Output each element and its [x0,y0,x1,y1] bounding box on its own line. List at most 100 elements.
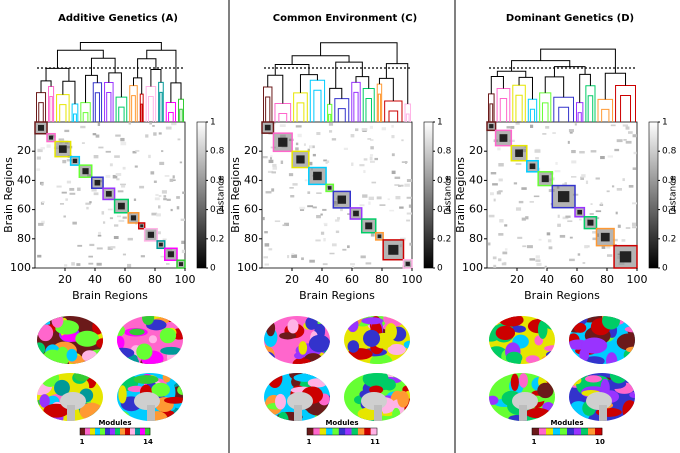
heatmap-noise [565,215,571,218]
heatmap-noise [368,196,374,201]
heatmap-noise [139,185,145,189]
heatmap-noise [360,255,366,259]
heatmap-noise [308,161,313,166]
brain-patch [622,400,635,420]
heatmap-noise [85,202,91,205]
heatmap-noise [584,245,588,249]
heatmap-noise [309,259,315,263]
heatmap-noise [268,159,274,164]
y-tick-label: 80 [244,232,258,245]
heatmap-noise [176,196,180,199]
module-swatch [345,428,352,435]
heatmap-noise [400,184,404,187]
heatmap-noise [606,190,610,193]
heatmap-noise [159,161,165,166]
heatmap-noise [394,176,401,179]
heatmap-noise [497,147,501,151]
module-core [147,231,155,238]
module-core [365,222,373,230]
heatmap-noise [145,134,149,138]
brain-stem [374,405,382,421]
dendrogram-module [293,92,308,122]
dendrogram-module [158,81,164,122]
heatmap-noise [262,156,268,159]
heatmap-noise [116,215,122,218]
module-bar-frame [531,427,603,436]
heatmap-noise [114,155,120,158]
heatmap-noise [267,170,274,173]
heatmap-noise [606,245,611,249]
dendrogram-module [165,102,177,122]
heatmap-noise [632,202,637,205]
heatmap-noise [535,157,539,160]
colorbar-label: Distance [669,175,679,215]
heatmap-noise [150,171,155,175]
brain-patch [385,323,397,341]
heatmap-noise [72,221,77,225]
modules-min: 1 [532,438,537,446]
heatmap-noise [513,182,518,185]
module-swatch [546,428,554,435]
dendrogram-link [579,73,591,103]
heatmap-noise [350,134,355,138]
x-tick-label: 80 [375,273,389,286]
heatmap-noise [284,222,289,227]
heatmap-noise [291,253,295,255]
y-tick-label: 80 [17,232,31,245]
heatmap-noise [363,170,366,174]
brain-patch [541,354,555,364]
heatmap-noise [122,216,127,219]
heatmap-noise [400,237,406,241]
brain-patch [585,375,602,383]
heatmap-noise [538,238,542,241]
dendrogram-module [274,103,292,122]
brain-patch [537,320,548,339]
heatmap-noise [36,168,41,171]
brain-stem [147,405,155,421]
heatmap-noise [628,184,634,188]
brain-patch [148,335,158,344]
x-tick-label: 100 [627,273,648,286]
brain-patch [369,385,384,395]
brain-patch [489,373,508,379]
heatmap-noise [350,263,355,266]
heatmap-noise [98,146,104,149]
colorbar-tick-label: 1 [437,118,443,128]
brain [37,373,103,421]
brain-patch [96,338,103,349]
brain-patch [629,391,635,399]
brain-patch [489,373,499,385]
heatmap-noise [38,222,44,226]
x-tick-label: 100 [175,273,196,286]
brain-patch [505,351,523,364]
module-core [541,175,549,183]
heatmap-noise [515,163,522,165]
module-swatch [80,428,86,435]
heatmap-noise [504,224,508,227]
heatmap-noise [371,181,377,184]
brain-patch [51,316,64,328]
module-swatch [588,428,596,435]
heatmap-noise [552,132,556,134]
heatmap-noise [272,163,277,167]
heatmap-noise [557,223,561,227]
x-tick-label: 60 [570,273,584,286]
heatmap-noise [166,198,171,201]
heatmap-noise [545,126,550,129]
heatmap-noise [113,235,119,240]
brain-patch [307,378,328,388]
heatmap-noise [546,232,551,236]
heatmap-noise [80,125,86,129]
y-tick-label: 100 [462,261,483,274]
heatmap-noise [163,195,167,198]
heatmap-noise [521,217,526,221]
heatmap-noise [155,193,159,197]
modules-min: 1 [307,438,312,446]
module-core [72,158,78,164]
heatmap-noise [406,196,412,199]
heatmap-noise [369,125,373,129]
heatmap-noise [295,147,299,151]
dendrogram-module [334,98,350,122]
heatmap-noise [158,132,162,135]
module-swatch [357,428,365,435]
